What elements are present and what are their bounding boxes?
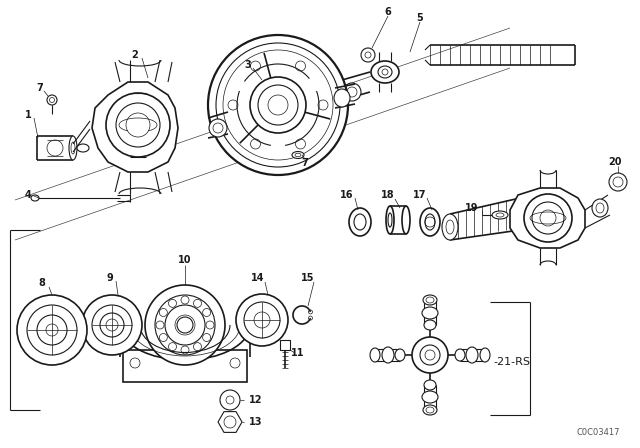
Text: 7: 7 (36, 83, 44, 93)
Circle shape (609, 173, 627, 191)
Text: 5: 5 (417, 13, 424, 23)
Ellipse shape (77, 144, 89, 152)
Text: 20: 20 (608, 157, 621, 167)
Ellipse shape (370, 348, 380, 362)
Ellipse shape (395, 349, 405, 361)
Text: 10: 10 (179, 255, 192, 265)
Ellipse shape (422, 307, 438, 319)
Circle shape (159, 309, 167, 316)
Circle shape (82, 295, 142, 355)
Text: 2: 2 (132, 50, 138, 60)
Circle shape (193, 299, 202, 307)
Ellipse shape (69, 136, 77, 160)
Circle shape (208, 35, 348, 175)
Text: 16: 16 (340, 190, 354, 200)
Text: 9: 9 (107, 273, 113, 283)
Circle shape (524, 194, 572, 242)
Ellipse shape (423, 405, 437, 415)
Ellipse shape (480, 348, 490, 362)
Circle shape (168, 343, 177, 351)
Ellipse shape (420, 208, 440, 236)
Text: 1: 1 (24, 110, 31, 120)
Ellipse shape (424, 380, 436, 390)
Text: C0C03417: C0C03417 (576, 427, 620, 436)
Circle shape (106, 93, 170, 157)
Bar (280, 340, 290, 350)
Ellipse shape (209, 119, 227, 137)
Text: 8: 8 (38, 278, 45, 288)
Text: 15: 15 (301, 273, 315, 283)
Text: 6: 6 (385, 7, 392, 17)
Text: 11: 11 (291, 348, 305, 358)
Text: 12: 12 (249, 395, 263, 405)
Ellipse shape (442, 214, 458, 240)
Ellipse shape (292, 151, 304, 159)
Circle shape (17, 295, 87, 365)
Polygon shape (92, 82, 178, 172)
Circle shape (203, 333, 211, 341)
Ellipse shape (47, 95, 57, 105)
Ellipse shape (382, 347, 394, 363)
Text: 18: 18 (381, 190, 395, 200)
Circle shape (236, 294, 288, 346)
Ellipse shape (402, 206, 410, 234)
Circle shape (412, 337, 448, 373)
Circle shape (181, 346, 189, 354)
Polygon shape (218, 412, 242, 432)
Circle shape (203, 309, 211, 316)
Text: 4: 4 (24, 190, 31, 200)
Ellipse shape (422, 391, 438, 403)
Text: 14: 14 (252, 273, 265, 283)
Circle shape (145, 285, 225, 365)
Ellipse shape (349, 208, 371, 236)
Ellipse shape (334, 89, 350, 107)
Ellipse shape (31, 195, 39, 201)
Text: 17: 17 (413, 190, 427, 200)
Circle shape (206, 321, 214, 329)
Polygon shape (510, 188, 585, 248)
Ellipse shape (592, 199, 608, 217)
Text: 13: 13 (249, 417, 263, 427)
Ellipse shape (466, 347, 478, 363)
Circle shape (193, 343, 202, 351)
Text: 3: 3 (244, 60, 252, 70)
Text: 19: 19 (465, 203, 478, 213)
Circle shape (159, 333, 167, 341)
Text: 7: 7 (301, 158, 308, 168)
Circle shape (220, 390, 240, 410)
Ellipse shape (492, 211, 508, 219)
Ellipse shape (424, 320, 436, 330)
Ellipse shape (386, 206, 394, 234)
Circle shape (181, 296, 189, 304)
Text: -21-RS: -21-RS (493, 357, 531, 367)
Ellipse shape (371, 61, 399, 83)
Circle shape (168, 299, 177, 307)
Ellipse shape (343, 83, 361, 101)
Circle shape (250, 77, 306, 133)
Bar (123, 350, 247, 382)
Circle shape (361, 48, 375, 62)
Circle shape (156, 321, 164, 329)
Ellipse shape (455, 349, 465, 361)
Ellipse shape (423, 295, 437, 305)
